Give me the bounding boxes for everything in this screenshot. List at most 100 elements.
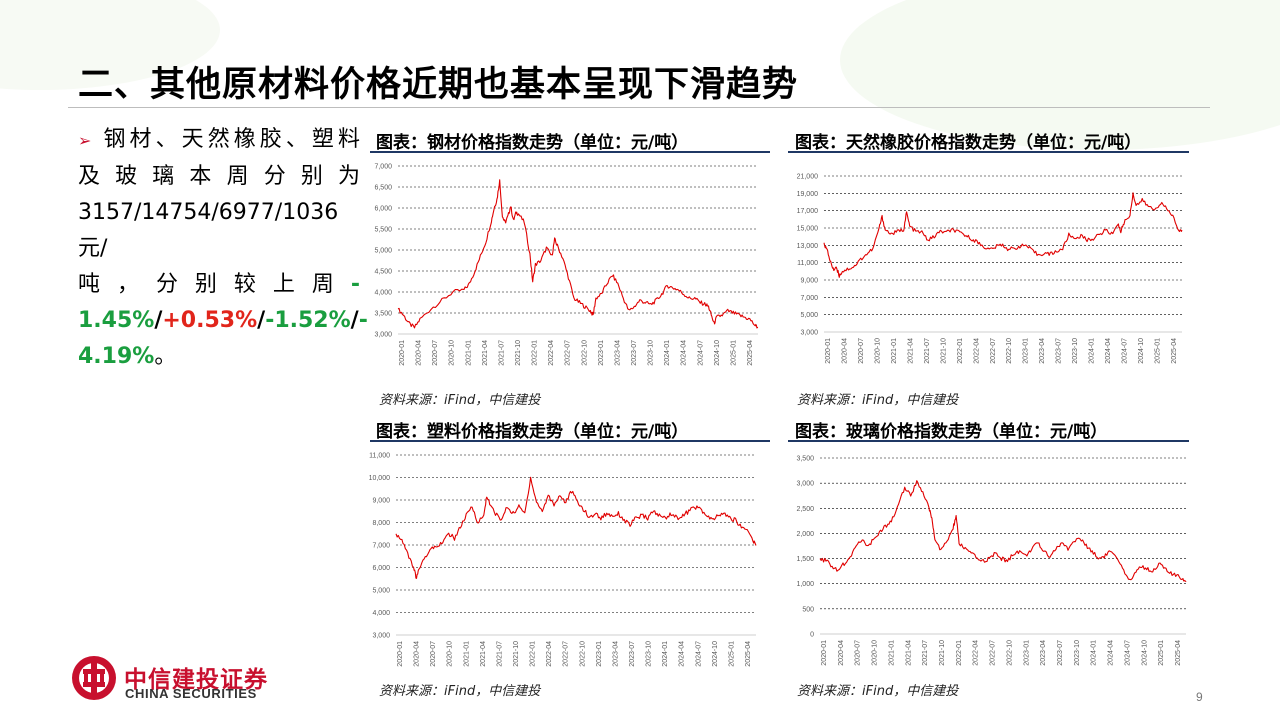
x-tick-label: 2024-04 xyxy=(681,340,688,366)
x-tick-label: 2021-07 xyxy=(924,338,931,364)
x-tick-label: 2025-01 xyxy=(730,340,737,366)
x-tick-label: 2024-04 xyxy=(1108,640,1115,666)
x-tick-label: 2021-01 xyxy=(888,640,895,666)
x-tick-label: 2020-07 xyxy=(858,338,865,364)
chart-title-steel: 图表：钢材价格指数走势（单位：元/吨） xyxy=(376,133,689,153)
x-tick-label: 2020-07 xyxy=(430,641,437,667)
x-tick-label: 2021-04 xyxy=(480,641,487,667)
y-tick-label: 6,000 xyxy=(374,206,392,213)
x-tick-label: 2025-04 xyxy=(745,641,752,667)
summary-line-2: 及玻璃本周分别为 xyxy=(78,164,360,189)
x-tick-label: 2024-10 xyxy=(1141,640,1148,666)
x-tick-label: 2023-10 xyxy=(648,340,655,366)
x-tick-label: 2020-10 xyxy=(449,340,456,366)
x-tick-label: 2024-01 xyxy=(1089,338,1096,364)
x-tick-label: 2020-10 xyxy=(872,640,879,666)
summary-line-6: 4.19%。 xyxy=(78,339,360,375)
x-tick-label: 2024-10 xyxy=(712,641,719,667)
source-note-steel: 资料来源：iFind，中信建投 xyxy=(379,393,541,408)
summary-line-5: 1.45%/+0.53%/-1.52%/- xyxy=(78,303,368,339)
chart-title-plastic: 图表：塑料价格指数走势（单位：元/吨） xyxy=(376,422,689,442)
y-tick-label: 3,000 xyxy=(796,481,814,488)
x-tick-label: 2023-10 xyxy=(646,641,653,667)
y-tick-label: 3,000 xyxy=(800,330,818,337)
y-tick-label: 9,000 xyxy=(372,498,390,505)
x-tick-label: 2023-10 xyxy=(1072,338,1079,364)
x-tick-label: 2020-01 xyxy=(397,641,404,667)
x-tick-label: 2020-01 xyxy=(821,640,828,666)
x-tick-label: 2022-01 xyxy=(530,641,537,667)
x-tick-label: 2023-04 xyxy=(1039,338,1046,364)
y-tick-label: 19,000 xyxy=(797,191,819,198)
x-tick-label: 2020-10 xyxy=(447,641,454,667)
x-tick-label: 2021-07 xyxy=(922,640,929,666)
x-tick-label: 2023-04 xyxy=(614,340,621,366)
x-tick-label: 2021-04 xyxy=(907,338,914,364)
chart-title-underline xyxy=(788,151,1189,153)
x-tick-label: 2023-10 xyxy=(1074,640,1081,666)
x-tick-label: 2025-04 xyxy=(1171,338,1178,364)
chart-title-glass: 图表：玻璃价格指数走势（单位：元/吨） xyxy=(795,422,1108,442)
x-tick-label: 2022-07 xyxy=(990,338,997,364)
y-tick-label: 500 xyxy=(802,606,814,613)
glass-change-sign: - xyxy=(358,308,368,333)
x-tick-label: 2021-10 xyxy=(513,641,520,667)
x-tick-label: 2020-01 xyxy=(825,338,832,364)
source-note-glass: 资料来源：iFind，中信建投 xyxy=(797,684,959,699)
separator: / xyxy=(350,308,359,333)
y-tick-label: 5,500 xyxy=(374,227,392,234)
y-tick-label: 11,000 xyxy=(797,260,818,267)
rubber-change: +0.53% xyxy=(162,308,258,333)
y-tick-label: 4,500 xyxy=(374,269,392,276)
y-tick-label: 3,000 xyxy=(374,332,392,339)
source-note-rubber: 资料来源：iFind，中信建投 xyxy=(797,393,959,408)
summary-line-3: 3157/14754/6977/1036元/ xyxy=(78,200,339,261)
x-tick-label: 2022-10 xyxy=(581,340,588,366)
company-logo-icon xyxy=(72,656,116,700)
x-tick-label: 2023-04 xyxy=(612,641,619,667)
x-tick-label: 2023-07 xyxy=(1057,640,1064,666)
y-tick-label: 1,000 xyxy=(796,581,814,588)
x-tick-label: 2025-04 xyxy=(1175,640,1182,666)
y-tick-label: 10,000 xyxy=(369,475,391,482)
chart-title-underline xyxy=(788,440,1189,442)
chart-title-underline xyxy=(370,151,770,153)
x-tick-label: 2022-07 xyxy=(563,641,570,667)
price-series-line xyxy=(819,480,1187,583)
y-tick-label: 7,000 xyxy=(374,164,392,171)
title-divider xyxy=(68,107,1210,108)
x-tick-label: 2021-07 xyxy=(496,641,503,667)
x-tick-label: 2021-07 xyxy=(498,340,505,366)
price-series-line xyxy=(395,476,757,579)
x-tick-label: 2021-04 xyxy=(905,640,912,666)
x-tick-label: 2024-04 xyxy=(679,641,686,667)
chart-title-rubber: 图表：天然橡胶价格指数走势（单位：元/吨） xyxy=(795,133,1142,153)
y-tick-label: 5,000 xyxy=(374,248,392,255)
steel-change: 1.45% xyxy=(78,308,155,333)
price-series-line xyxy=(823,192,1183,278)
arrow-bullet-icon: ➢ xyxy=(78,131,92,150)
x-tick-label: 2023-07 xyxy=(629,641,636,667)
x-tick-label: 2021-01 xyxy=(465,340,472,366)
x-tick-label: 2022-07 xyxy=(990,640,997,666)
x-tick-label: 2021-10 xyxy=(940,338,947,364)
x-tick-label: 2025-01 xyxy=(728,641,735,667)
chart-title-underline xyxy=(370,440,770,442)
chart-plastic: 3,000 4,000 5,000 6,000 7,000 8,000 9,000 10,00… xyxy=(369,453,757,667)
y-tick-label: 6,500 xyxy=(374,185,392,192)
x-tick-label: 2023-01 xyxy=(598,340,605,366)
page-number: 9 xyxy=(1196,690,1203,704)
x-tick-label: 2020-04 xyxy=(416,340,423,366)
y-tick-label: 7,000 xyxy=(372,543,390,550)
x-tick-label: 2023-01 xyxy=(1023,338,1030,364)
x-tick-label: 2024-10 xyxy=(1138,338,1145,364)
y-tick-label: 3,500 xyxy=(796,456,814,463)
x-tick-label: 2024-01 xyxy=(664,340,671,366)
x-tick-label: 2023-07 xyxy=(1056,338,1063,364)
glass-change: 4.19% xyxy=(78,344,155,369)
price-series-line xyxy=(397,179,759,329)
chart-rubber: 3,000 5,000 7,000 9,000 11,000 13,000 15,000 17… xyxy=(797,174,1183,364)
x-tick-label: 2024-01 xyxy=(662,641,669,667)
x-tick-label: 2022-04 xyxy=(546,641,553,667)
x-tick-label: 2022-04 xyxy=(973,338,980,364)
